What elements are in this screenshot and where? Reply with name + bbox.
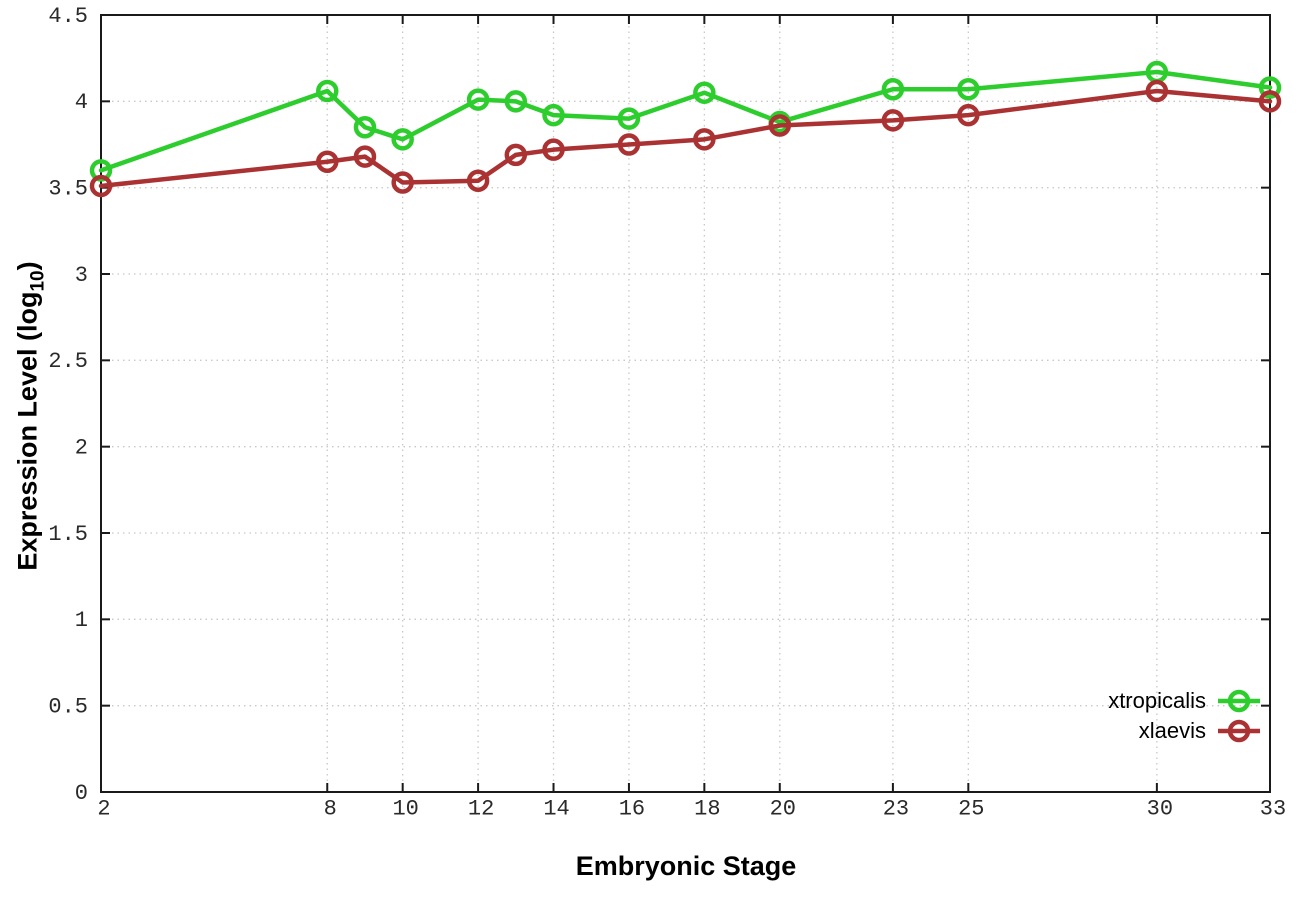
x-tick-label: 18 — [694, 796, 720, 821]
y-axis-title: Expression Level (log10) — [12, 261, 49, 571]
y-tick-label: 3 — [75, 263, 88, 288]
data-point-xtropicalis — [89, 159, 113, 182]
data-point-xtropicalis — [542, 103, 565, 127]
x-tick-label: 23 — [883, 796, 909, 821]
data-point-xlaevis — [957, 103, 980, 127]
x-tick-label: 10 — [392, 796, 418, 821]
x-tick-label: 20 — [770, 796, 796, 821]
data-point-xtropicalis — [881, 77, 905, 101]
y-tick-label: 1.5 — [48, 522, 88, 547]
data-point-xlaevis — [768, 114, 792, 137]
data-point-xtropicalis — [316, 79, 339, 103]
series-line-xlaevis — [98, 88, 1273, 189]
plot-border — [100, 14, 1271, 793]
data-point-xlaevis — [1258, 90, 1282, 113]
data-point-xlaevis — [89, 174, 113, 198]
data-point-xlaevis — [391, 171, 414, 194]
series-line-xtropicalis — [98, 69, 1273, 173]
y-axis-title-suffix: ) — [12, 261, 43, 271]
data-point-xlaevis — [881, 109, 905, 132]
data-point-xlaevis — [617, 133, 641, 156]
x-tick-label: 8 — [324, 796, 337, 821]
data-point-xlaevis — [504, 143, 528, 167]
data-point-xlaevis — [466, 169, 490, 193]
y-tick-label: 1 — [75, 608, 88, 633]
data-point-xtropicalis — [1258, 76, 1282, 99]
data-point-xlaevis — [693, 128, 716, 151]
data-point-xlaevis — [353, 145, 377, 168]
x-tick-label: 16 — [619, 796, 645, 821]
x-axis-title: Embryonic Stage — [575, 851, 797, 881]
y-tick-label: 2.5 — [48, 349, 88, 374]
x-tick-label: 12 — [468, 796, 494, 821]
y-axis-title-subscript: 10 — [27, 270, 49, 292]
y-tick-label: 3.5 — [48, 176, 88, 201]
data-point-xlaevis — [1145, 79, 1169, 103]
data-point-xtropicalis — [353, 115, 377, 139]
legend-sample-marker-xtropicalis — [1227, 689, 1251, 713]
data-point-xtropicalis — [391, 128, 414, 151]
y-tick-label: 4.5 — [48, 4, 88, 29]
legend-label-xtropicalis: xtropicalis — [1108, 688, 1206, 713]
x-tick-label: 33 — [1260, 796, 1286, 821]
x-tick-label: 25 — [958, 796, 984, 821]
y-tick-label: 0 — [75, 781, 88, 806]
y-axis-title-text: Expression Level (log — [12, 291, 43, 571]
legend-sample-marker-xlaevis — [1227, 719, 1251, 743]
y-tick-label: 0.5 — [48, 694, 88, 719]
x-tick-label: 2 — [97, 796, 110, 821]
data-point-xtropicalis — [957, 77, 980, 101]
data-point-xtropicalis — [466, 88, 490, 111]
data-point-xlaevis — [542, 138, 565, 161]
data-point-xtropicalis — [617, 107, 641, 130]
data-point-xtropicalis — [693, 81, 716, 104]
y-tick-label: 2 — [75, 435, 88, 460]
data-point-xtropicalis — [504, 90, 528, 113]
y-tick-label: 4 — [75, 90, 88, 115]
data-point-xlaevis — [316, 150, 339, 174]
x-tick-label: 14 — [543, 796, 569, 821]
legend-label-xlaevis: xlaevis — [1139, 718, 1206, 743]
x-tick-label: 30 — [1147, 796, 1173, 821]
